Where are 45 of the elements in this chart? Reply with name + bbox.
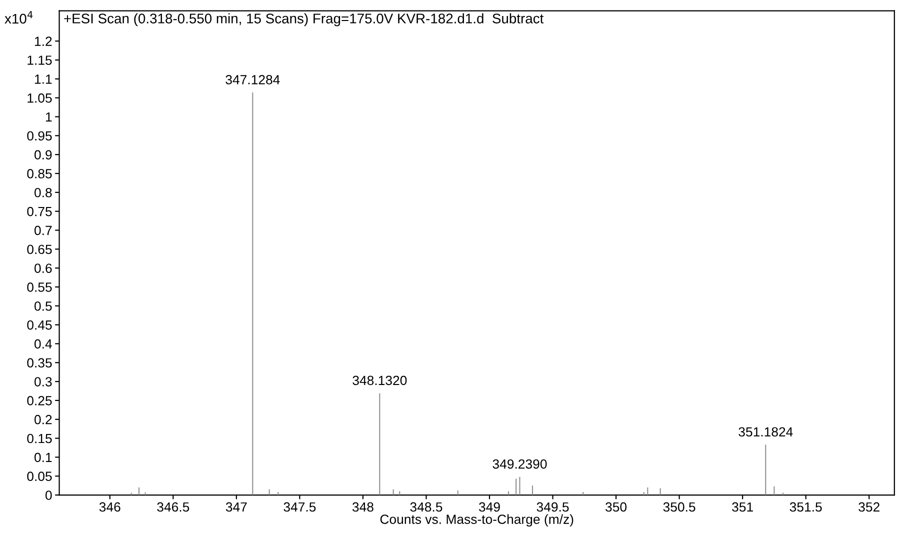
y-tick-label: 0.1 xyxy=(34,452,52,462)
y-tick-label: 0.45 xyxy=(27,320,52,330)
y-tick-label: 1.05 xyxy=(28,93,52,103)
x-tick-label: 350 xyxy=(606,502,627,512)
x-tick-label: 347.5 xyxy=(284,502,316,512)
y-tick-label: 0.35 xyxy=(27,358,52,368)
y-tick-label: 0.8 xyxy=(34,188,52,198)
y-tick-label: 0.15 xyxy=(27,434,52,444)
y-tick-label: 0.55 xyxy=(27,282,52,292)
y-tick-label: 0.95 xyxy=(27,131,52,141)
y-tick-label: 0.85 xyxy=(27,169,52,178)
x-tick-label: 348 xyxy=(352,502,374,512)
y-tick-label: 1 xyxy=(46,112,52,122)
x-axis-title: Counts vs. Mass-to-Charge (m/z) xyxy=(380,514,574,527)
y-tick-label: 0.05 xyxy=(27,472,52,482)
y-tick-label: 0.25 xyxy=(27,396,52,406)
x-tick-label: 351.5 xyxy=(790,502,822,512)
x-tick-label: 350.5 xyxy=(663,502,696,512)
x-tick-label: 351 xyxy=(732,502,753,512)
x-tick-label: 349 xyxy=(478,502,500,512)
y-tick-label: 0.6 xyxy=(34,264,52,273)
y-tick-label: 0.3 xyxy=(34,377,52,386)
x-tick-label: 346.5 xyxy=(157,502,190,512)
x-tick-label: 347 xyxy=(226,502,247,512)
y-tick-label: 1.15 xyxy=(28,56,52,65)
x-tick-label: 349.5 xyxy=(536,502,569,512)
y-tick-label: 1.2 xyxy=(34,36,52,46)
annotation: 347.1284 xyxy=(226,75,280,84)
chart-title: +ESI Scan (0.318-0.550 min, 15 Scans) Frag=175.0V KVR-182.d1.d Subtract xyxy=(64,13,544,26)
x-tick-label: 348.5 xyxy=(410,502,442,512)
y-tick-label: 0.75 xyxy=(27,206,52,216)
y-tick-label: 0.5 xyxy=(34,301,52,311)
y-tick-label: 0.7 xyxy=(34,226,52,236)
y-tick-label: 0.65 xyxy=(27,244,52,254)
x-tick-label: 352 xyxy=(858,502,880,512)
y-tick-label: 0.2 xyxy=(34,414,52,424)
annotation: 348.1320 xyxy=(352,376,407,386)
y-tick-label: 0 xyxy=(46,490,52,500)
y-tick-label: 0.9 xyxy=(34,150,52,160)
y-tick-label: 1.1 xyxy=(34,74,52,84)
annotation: 351.1824 xyxy=(738,427,793,437)
x-tick-label: 346 xyxy=(99,502,120,512)
annotation: 349.2390 xyxy=(492,459,547,469)
y-tick-label: 0.4 xyxy=(34,339,52,349)
y-axis-title: x10$^{4}$ xyxy=(4,11,33,24)
